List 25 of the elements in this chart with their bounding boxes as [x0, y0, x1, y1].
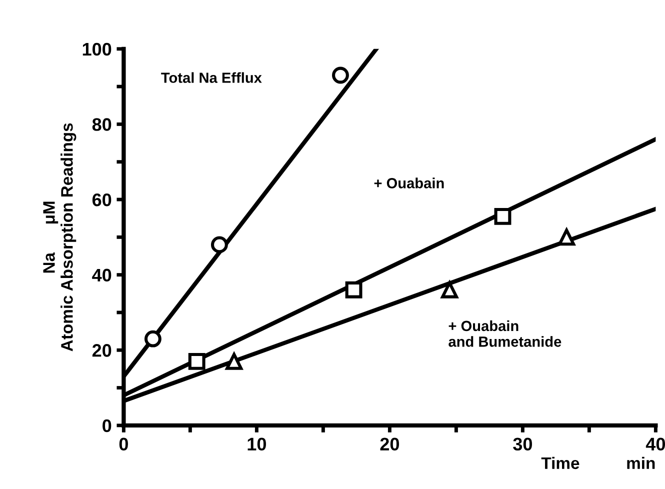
y-axis-title: Na μM Atomic Absorption Readings [43, 123, 76, 352]
x-tick-label: 0 [119, 438, 128, 450]
point [441, 281, 458, 298]
y-tick-label: 100 [82, 42, 112, 56]
point [188, 352, 206, 370]
point [210, 236, 228, 254]
x-tick-label: 20 [380, 438, 399, 450]
point [332, 66, 349, 84]
y-tick-label: 20 [92, 344, 112, 357]
annotation: Total Na Efflux [161, 72, 262, 83]
point [345, 281, 362, 298]
point [226, 352, 243, 370]
x-axis-title: Time min [541, 456, 655, 470]
point [558, 228, 576, 246]
x-tick-label: 40 [646, 438, 665, 450]
y-tick-label: 0 [102, 419, 112, 432]
annotation: + Ouabain and Bumetanide [448, 320, 562, 347]
y-tick-label: 60 [92, 193, 112, 206]
x-tick-label: 10 [248, 438, 266, 450]
point [144, 330, 162, 348]
y-tick-label: 80 [92, 118, 112, 131]
point [494, 208, 512, 225]
annotation: + Ouabain [374, 178, 444, 188]
x-tick-label: 30 [513, 438, 532, 451]
y-tick-label: 40 [92, 268, 112, 282]
